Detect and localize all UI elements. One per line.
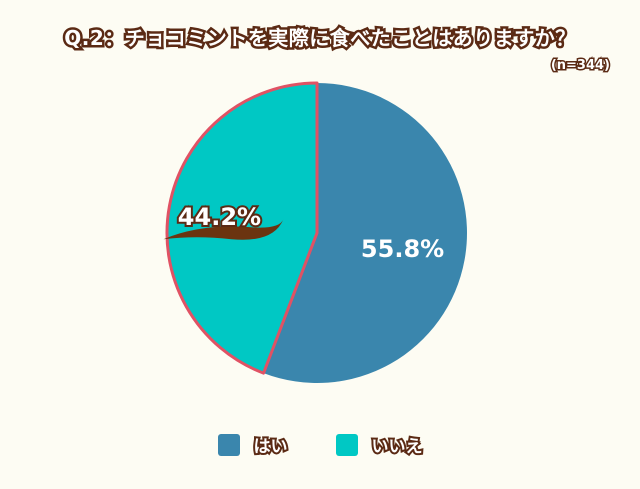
legend-item-no: いいえ [335, 432, 425, 459]
legend-swatch-no [335, 433, 358, 456]
legend-item-yes: はい [217, 432, 290, 459]
chart-title: Q.2：チョコミントを実際に食べたことはありますか？ [62, 24, 578, 53]
pie-slice-yes [263, 83, 467, 383]
sample-size-label: (n=344) [549, 57, 611, 75]
legend-label-no: いいえ [370, 435, 425, 459]
legend: はい いいえ [0, 432, 640, 459]
legend-swatch-yes [217, 433, 240, 456]
legend-label-yes: はい [252, 435, 290, 459]
value-label-no: 44.2% [178, 203, 261, 231]
label-swoosh [163, 219, 284, 240]
value-label-yes: 55.8% [361, 235, 444, 263]
